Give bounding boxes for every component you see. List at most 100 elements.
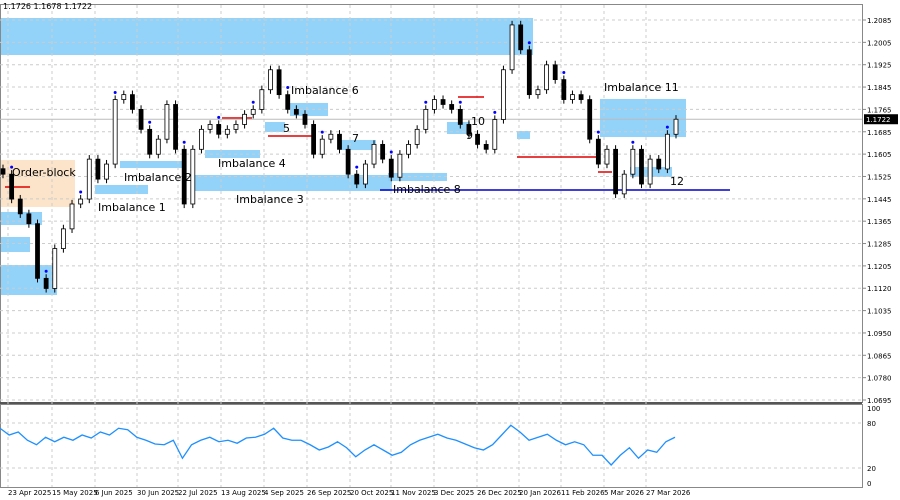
candle-body — [578, 94, 584, 100]
y-tick-label: 1.1605 — [867, 151, 892, 159]
swing-marker — [148, 120, 152, 124]
y-tick-label: 1.0865 — [867, 352, 892, 360]
swing-marker — [665, 125, 669, 129]
y-tick-label: 1.1845 — [867, 84, 892, 92]
candle-body — [544, 64, 549, 91]
candle-body — [621, 173, 627, 195]
candle-body — [475, 133, 480, 145]
candle-body — [492, 119, 498, 150]
swing-marker — [527, 41, 531, 45]
candle-body — [35, 223, 40, 279]
rsi-line — [0, 424, 676, 466]
swing-marker — [10, 165, 14, 169]
candle-body — [414, 128, 420, 145]
candle-body — [285, 94, 291, 110]
candle-body — [570, 94, 575, 100]
imbalance-8-zone — [388, 173, 447, 181]
candle-body — [561, 79, 567, 100]
candle-body — [250, 108, 256, 115]
y-tick-label: 1.1925 — [867, 62, 892, 70]
label-order-block: Order-block — [12, 166, 76, 179]
y-tick-label: 1.2085 — [867, 17, 892, 25]
label-imbalance-10: 10 — [471, 115, 485, 128]
candle-body — [52, 248, 58, 289]
swing-marker — [355, 165, 359, 169]
label-imbalance-12: 12 — [670, 175, 684, 188]
label-imbalance-3: Imbalance 3 — [236, 193, 304, 206]
candle-body — [509, 24, 515, 71]
rsi-tick-label: 100 — [867, 405, 880, 413]
candle-body — [242, 113, 247, 125]
candle-body — [69, 203, 75, 230]
candle-body — [337, 133, 342, 150]
label-imbalance-7: 7 — [352, 132, 359, 145]
candle-body — [449, 104, 455, 110]
candle-body — [483, 143, 489, 150]
x-tick-label: 5 Mar 2026 — [604, 489, 644, 497]
candle-body — [466, 124, 472, 135]
candle-body — [518, 24, 524, 51]
swing-marker — [493, 110, 497, 114]
candle-body — [26, 213, 32, 225]
x-tick-label: 27 Mar 2026 — [646, 489, 691, 497]
candle-body — [595, 138, 601, 165]
candle-body — [181, 148, 187, 205]
y-tick-label: 1.1205 — [867, 263, 892, 271]
candle-body — [233, 124, 239, 130]
candle-body — [587, 99, 593, 140]
candle-body — [302, 113, 308, 125]
candle-body — [190, 148, 196, 205]
x-tick-label: 20 Oct 2025 — [350, 489, 393, 497]
swing-marker — [79, 190, 83, 194]
candle-body — [293, 108, 299, 115]
swing-marker — [113, 90, 117, 94]
candle-body — [535, 89, 541, 96]
x-tick-label: 3 Dec 2025 — [434, 489, 474, 497]
x-tick-label: 26 Sep 2025 — [307, 489, 351, 497]
candle-body — [319, 138, 325, 155]
swing-marker — [424, 100, 428, 104]
imbalance-4-zone — [205, 150, 260, 158]
candle-body — [423, 108, 429, 130]
candle-body — [526, 49, 532, 96]
candle-body — [17, 198, 23, 215]
swing-marker — [182, 140, 186, 144]
candle-body — [130, 94, 135, 110]
candle-body — [224, 128, 230, 135]
candle-body — [673, 118, 679, 135]
candle-body — [362, 163, 368, 185]
candle-body — [95, 158, 101, 180]
candle-body — [78, 198, 84, 205]
rsi-tick-label: 80 — [867, 420, 876, 428]
rsi-tick-label: 20 — [867, 465, 876, 473]
swing-marker — [217, 115, 221, 119]
swing-marker — [458, 100, 462, 104]
candle-body — [647, 158, 653, 185]
label-imbalance-5: 5 — [283, 122, 290, 135]
candle-body — [155, 138, 161, 155]
y-tick-label: 1.1365 — [867, 218, 892, 226]
candle-body — [552, 64, 558, 80]
candle-body — [432, 99, 437, 110]
zone — [517, 131, 530, 139]
candle-body — [613, 148, 619, 195]
candle-body — [268, 69, 273, 91]
candle-body — [43, 277, 49, 289]
candle-body — [501, 69, 506, 120]
current-price-label: 1.1722 — [866, 116, 891, 124]
candle-body — [216, 124, 222, 135]
candle-body — [311, 124, 317, 155]
x-tick-label: 30 Jun 2025 — [137, 489, 179, 497]
y-tick-label: 1.1035 — [867, 308, 892, 316]
zone — [0, 212, 42, 225]
y-tick-label: 1.2005 — [867, 39, 892, 47]
label-imbalance-6: Imbalance 6 — [291, 84, 359, 97]
candle-body — [388, 158, 394, 178]
x-tick-label: 13 Aug 2025 — [221, 489, 266, 497]
ohlc-readout: 1.1726 1.1678 1.1722 — [3, 2, 93, 11]
imbalance-7-zone — [340, 140, 376, 150]
imbalance-3-zone — [195, 175, 392, 191]
swing-marker — [286, 86, 290, 90]
